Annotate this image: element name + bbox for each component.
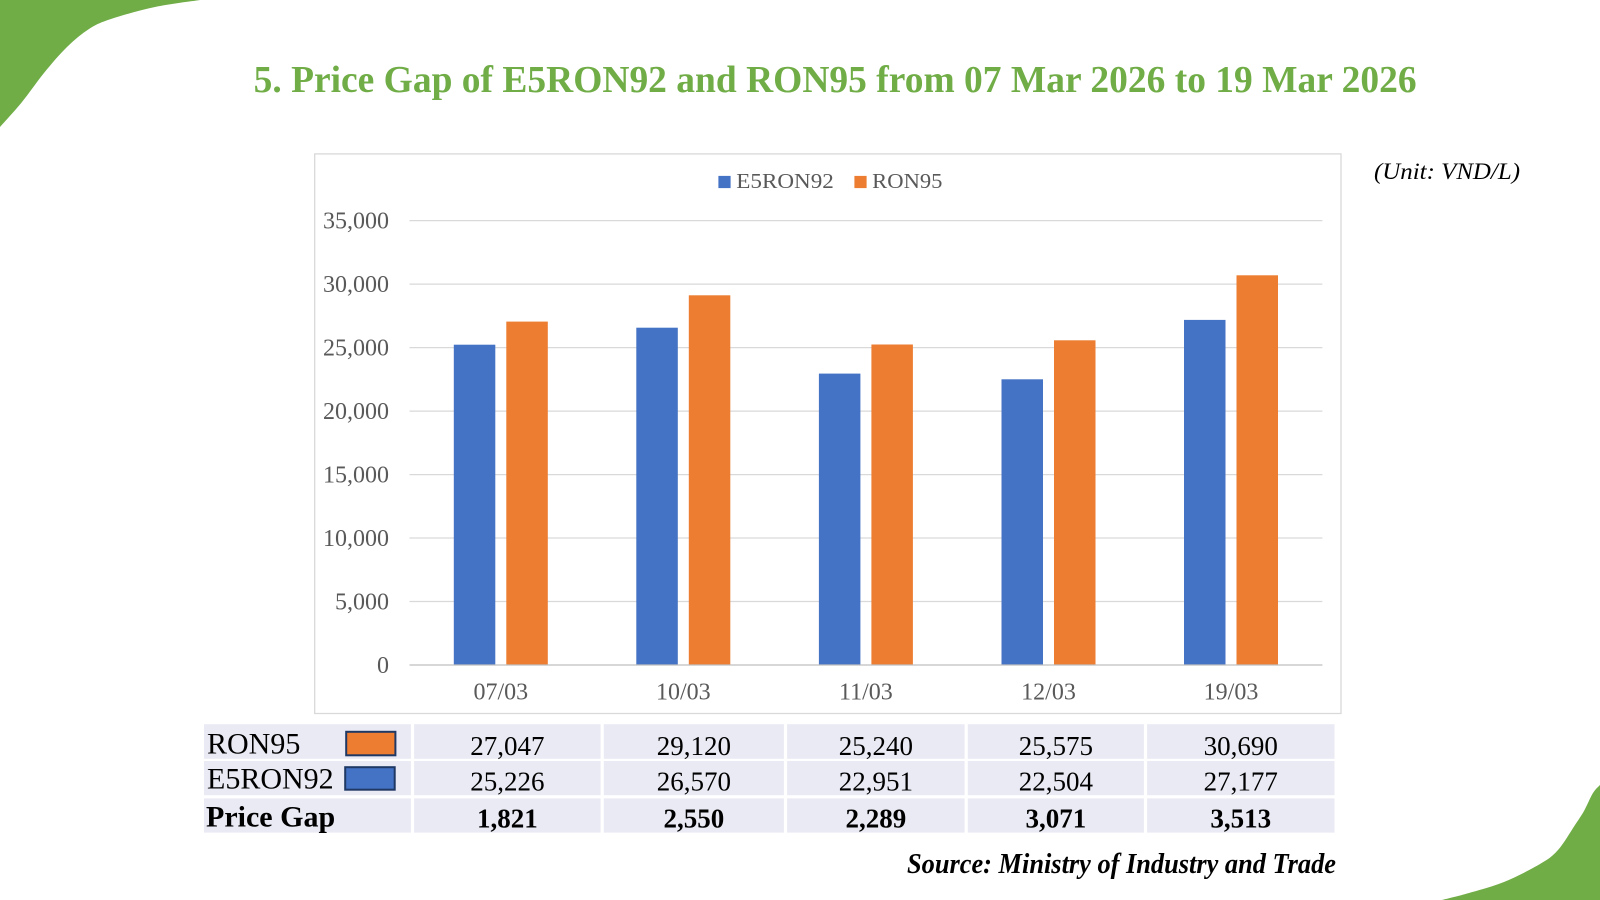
svg-text:11/03: 11/03 — [839, 680, 893, 706]
svg-text:10,000: 10,000 — [323, 526, 389, 552]
svg-text:2,550: 2,550 — [664, 804, 725, 834]
svg-text:2,289: 2,289 — [846, 804, 907, 834]
svg-text:5. Price Gap of E5RON92 and RO: 5. Price Gap of E5RON92 and RON95 from 0… — [254, 59, 1417, 101]
svg-text:E5RON92: E5RON92 — [207, 763, 334, 796]
svg-text:19/03: 19/03 — [1204, 680, 1259, 706]
svg-text:26,570: 26,570 — [657, 767, 731, 797]
svg-text:0: 0 — [377, 653, 389, 679]
svg-text:1,821: 1,821 — [477, 804, 538, 834]
svg-text:3,071: 3,071 — [1026, 804, 1087, 834]
svg-text:35,000: 35,000 — [323, 209, 389, 235]
svg-text:27,177: 27,177 — [1204, 767, 1278, 797]
svg-text:07/03: 07/03 — [473, 680, 528, 706]
svg-text:25,226: 25,226 — [470, 767, 544, 797]
svg-text:29,120: 29,120 — [657, 731, 731, 761]
svg-text:(Unit: VND/L): (Unit: VND/L) — [1374, 159, 1520, 185]
svg-text:25,240: 25,240 — [839, 731, 913, 761]
svg-text:3,513: 3,513 — [1210, 804, 1271, 834]
svg-text:27,047: 27,047 — [470, 731, 544, 761]
svg-text:22,951: 22,951 — [839, 767, 913, 797]
svg-text:22,504: 22,504 — [1019, 767, 1094, 797]
svg-text:20,000: 20,000 — [323, 399, 389, 425]
svg-text:12/03: 12/03 — [1021, 680, 1076, 706]
svg-text:10/03: 10/03 — [656, 680, 711, 706]
svg-text:25,000: 25,000 — [323, 336, 389, 362]
svg-text:E5RON92: E5RON92 — [736, 169, 834, 193]
svg-text:Source: Ministry of Industry a: Source: Ministry of Industry and Trade — [907, 849, 1336, 880]
svg-text:15,000: 15,000 — [323, 463, 389, 489]
svg-text:30,000: 30,000 — [323, 272, 389, 298]
svg-text:30,690: 30,690 — [1204, 731, 1278, 761]
svg-text:RON95: RON95 — [872, 169, 942, 193]
svg-text:Price Gap: Price Gap — [206, 801, 335, 834]
svg-text:5,000: 5,000 — [335, 590, 389, 616]
svg-text:25,575: 25,575 — [1019, 731, 1093, 761]
svg-text:RON95: RON95 — [207, 728, 300, 761]
